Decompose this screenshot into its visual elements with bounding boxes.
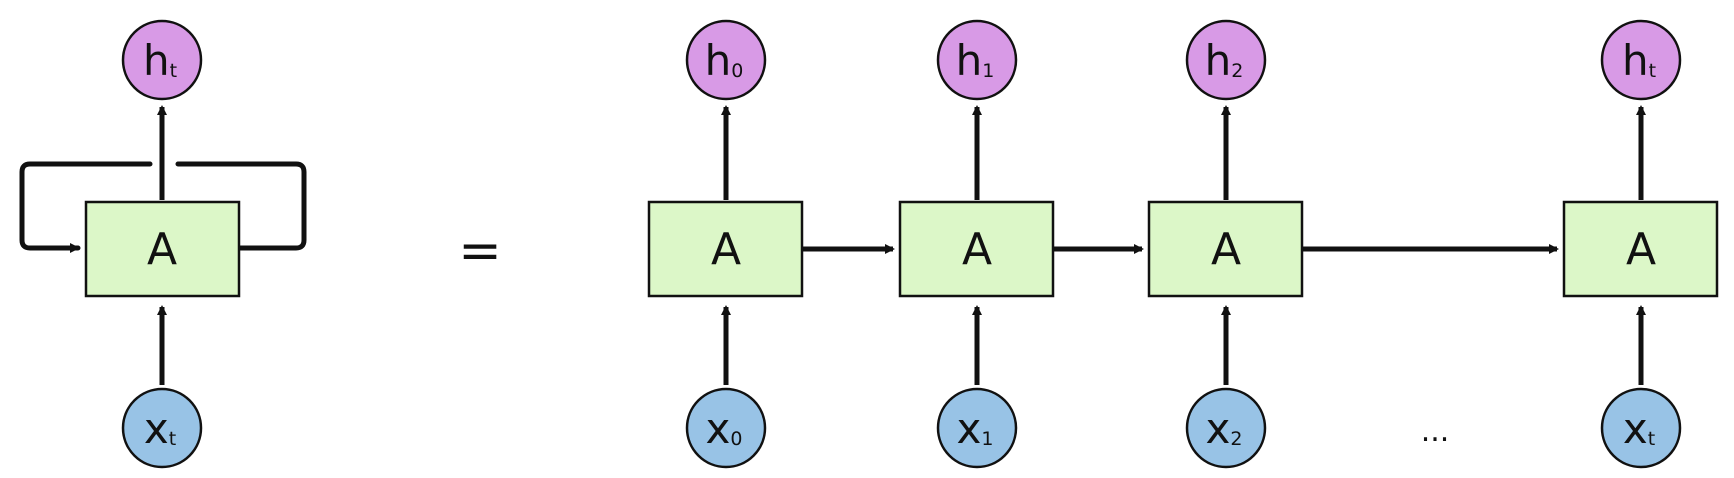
hidden-label-1: h1 [956, 36, 995, 85]
hidden-main-1: h [956, 36, 983, 85]
hidden-sub-2: 2 [1231, 60, 1243, 82]
hidden-label-t: ht [1622, 36, 1656, 85]
cell-label-t: A [1626, 224, 1656, 275]
rolled-cell-label: A [147, 224, 177, 275]
rolled-input-sub: t [169, 428, 176, 450]
input-main-t: x [1623, 404, 1648, 453]
input-sub-1: 1 [981, 428, 993, 450]
cell-box-0 [647, 200, 804, 298]
input-label-1: x1 [957, 404, 994, 453]
hidden-main-2: h [1205, 36, 1232, 85]
hidden-sub-0: 0 [731, 60, 743, 82]
hidden-main-t: h [1622, 36, 1649, 85]
input-sub-t: t [1648, 428, 1655, 450]
input-main-0: x [706, 404, 731, 453]
rolled-cell-box [84, 200, 241, 298]
ellipsis: ... [1421, 414, 1450, 449]
rolled-hidden-main: h [143, 36, 170, 85]
hidden-label-0: h0 [705, 36, 744, 85]
input-node-2 [1185, 387, 1267, 469]
input-node-1 [936, 387, 1018, 469]
timestep-1: A h1 x1 [898, 19, 1055, 469]
input-label-0: x0 [706, 404, 743, 453]
hidden-label-2: h2 [1205, 36, 1244, 85]
equals-sign: = [458, 221, 502, 281]
input-sub-2: 2 [1230, 428, 1242, 450]
cell-box-1 [898, 200, 1055, 298]
rolled-hidden-label: ht [143, 36, 177, 85]
hidden-sub-1: 1 [982, 60, 994, 82]
timestep-t: A ht xt [1562, 19, 1719, 469]
input-node-0 [685, 387, 767, 469]
hidden-node-t [1600, 19, 1682, 101]
input-node-t [1600, 387, 1682, 469]
hidden-node-0 [685, 19, 767, 101]
input-main-2: x [1206, 404, 1231, 453]
hidden-node-1 [936, 19, 1018, 101]
rolled-rnn: A ht xt [19, 19, 307, 469]
unrolled-rnn: A h0 x0 A h1 x1 A h2 x2 [647, 19, 1719, 469]
input-sub-0: 0 [730, 428, 742, 450]
rolled-hidden-node [121, 19, 203, 101]
input-main-1: x [957, 404, 982, 453]
rolled-input-label: xt [144, 404, 176, 453]
timestep-0: A h0 x0 [647, 19, 804, 469]
rolled-input-main: x [144, 404, 169, 453]
input-label-2: x2 [1206, 404, 1243, 453]
hidden-main-0: h [705, 36, 732, 85]
cell-label-2: A [1211, 224, 1241, 275]
cell-label-0: A [711, 224, 741, 275]
cell-box-t [1562, 200, 1719, 298]
cell-label-1: A [962, 224, 992, 275]
hidden-node-2 [1185, 19, 1267, 101]
recurrent-loop-arrow [19, 161, 307, 248]
rolled-input-node [121, 387, 203, 469]
input-label-t: xt [1623, 404, 1655, 453]
rolled-hidden-sub: t [170, 60, 177, 82]
timestep-2: A h2 x2 [1147, 19, 1304, 469]
hidden-sub-t: t [1649, 60, 1656, 82]
cell-box-2 [1147, 200, 1304, 298]
